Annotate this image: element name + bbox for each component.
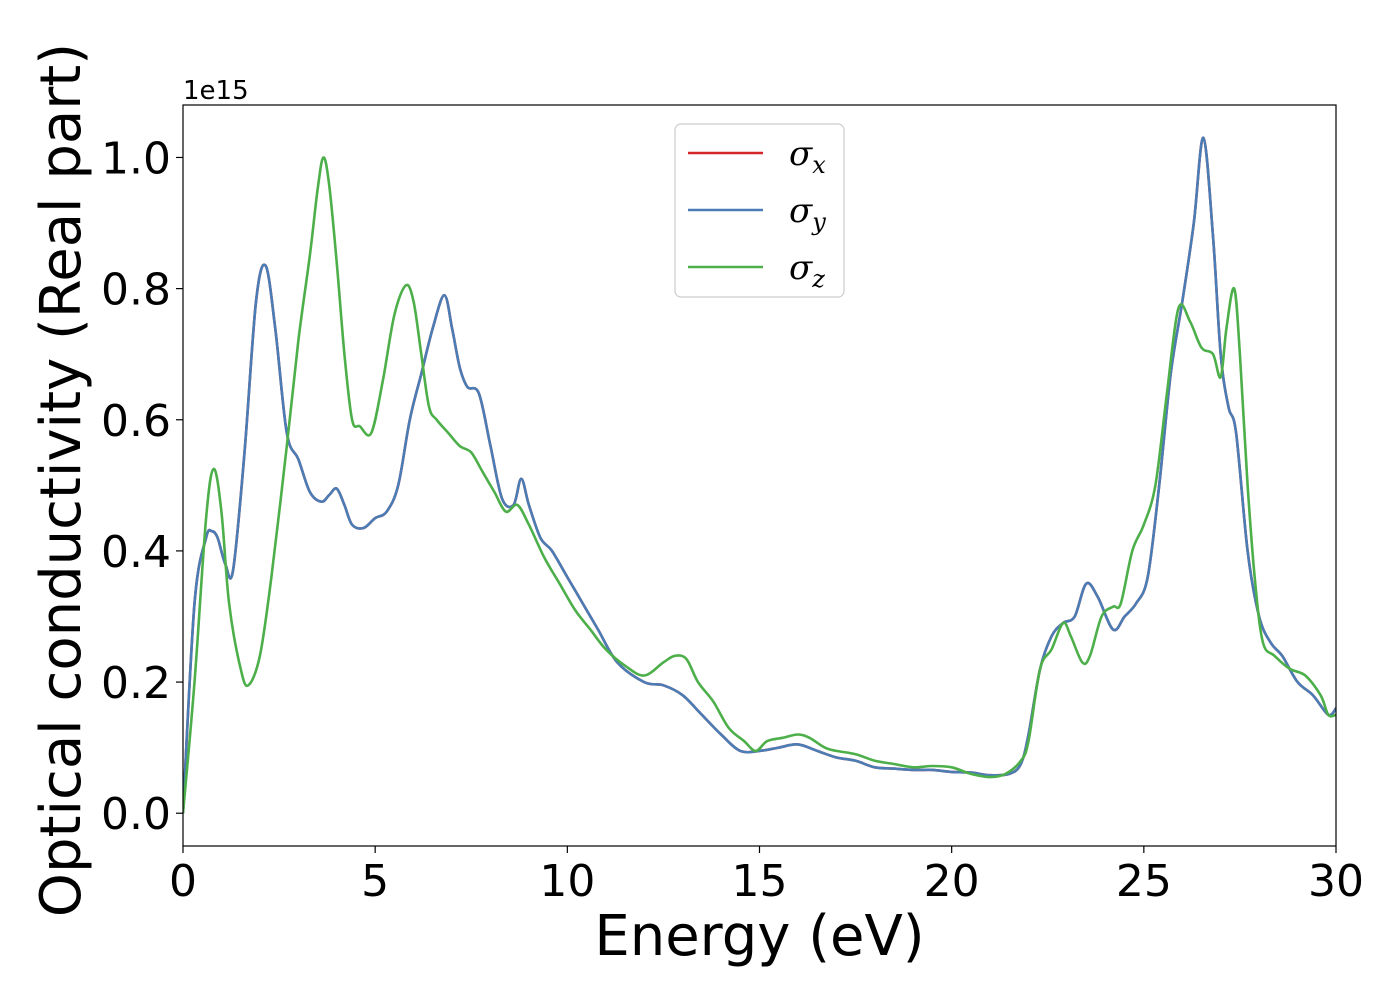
series-line-sigma-y [183, 136, 1336, 814]
y-tick-label: 0.6 [101, 396, 171, 447]
series-layer [183, 136, 1336, 814]
x-tick-label: 25 [1116, 856, 1172, 907]
x-tick-label: 10 [539, 856, 595, 907]
y-tick-label: 1.0 [101, 133, 171, 184]
legend-label: σy [789, 191, 826, 236]
y-tick-label: 0.2 [101, 658, 171, 709]
y-tick-label: 0.8 [101, 265, 171, 316]
x-axis-label: Energy (eV) [594, 904, 924, 969]
legend-label: σz [789, 248, 825, 293]
x-axis-ticks: 0 5 10 15 20 25 30 [169, 846, 1364, 907]
legend: σx σy σz [674, 123, 845, 298]
y-tick-label: 0.4 [101, 527, 171, 578]
x-tick-label: 15 [732, 856, 788, 907]
x-tick-label: 20 [924, 856, 980, 907]
x-tick-label: 5 [361, 856, 389, 907]
legend-label: σx [789, 134, 826, 179]
y-axis-label: Optical conductivity (Real part) [29, 43, 94, 917]
y-axis-ticks: 0.0 0.2 0.4 0.6 0.8 1.0 [101, 133, 183, 840]
x-tick-label: 30 [1308, 856, 1364, 907]
series-line-sigma-z [183, 156, 1336, 814]
y-tick-label: 0.0 [101, 789, 171, 840]
y-axis-offset-text: 1e15 [183, 76, 249, 106]
x-tick-label: 0 [169, 856, 197, 907]
